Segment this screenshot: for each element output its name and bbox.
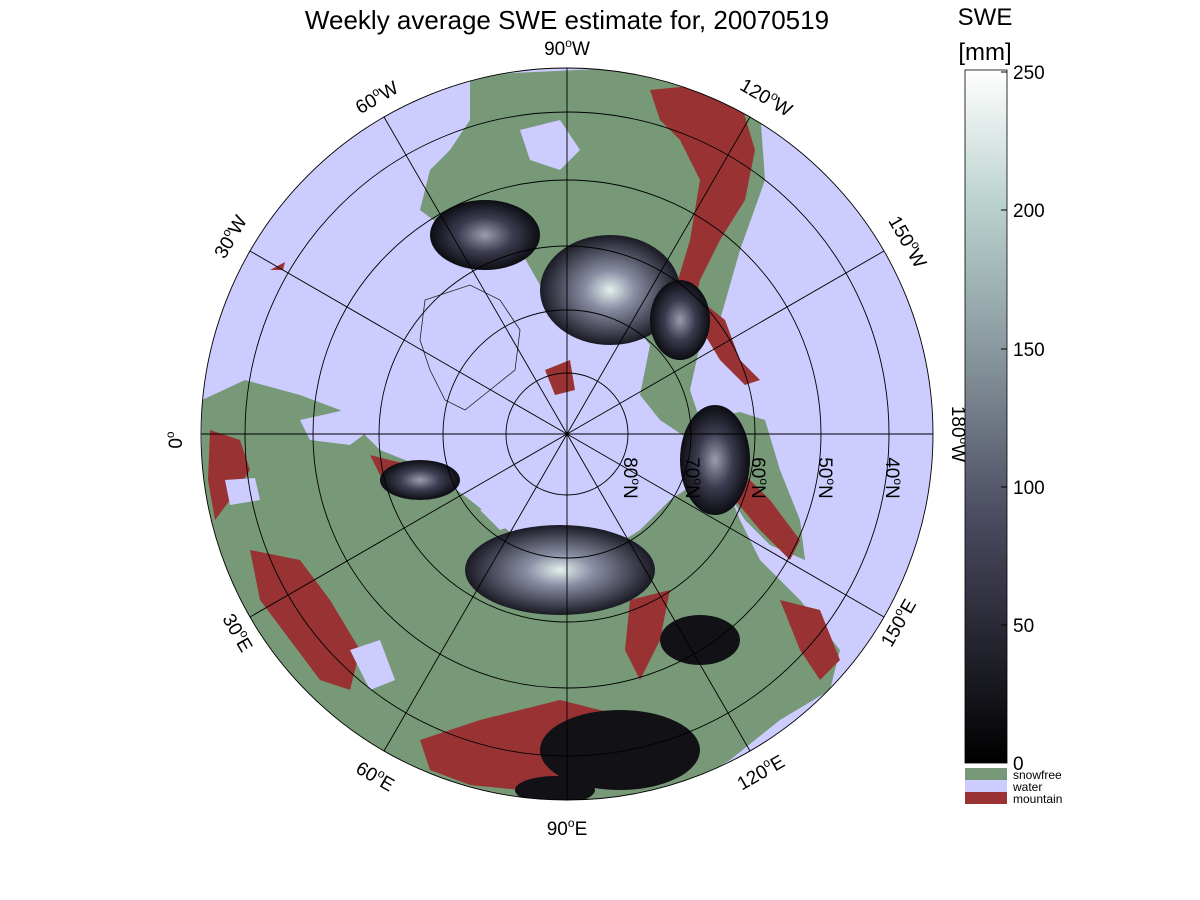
colorbar-label-swe: SWE <box>958 4 1013 31</box>
legend-swatch-mountain <box>965 792 1007 804</box>
polar-map <box>201 68 933 800</box>
lon-label-90e: 90oE <box>547 816 588 840</box>
colorbar-tick-100: 100 <box>1013 478 1045 499</box>
legend-swatch-snowfree <box>965 768 1007 780</box>
figure-title: Weekly average SWE estimate for, 2007051… <box>305 5 829 35</box>
category-legend: snowfree water mountain <box>965 768 1062 806</box>
colorbar-tick-250: 250 <box>1013 63 1045 84</box>
colorbar-tick-0: 0 <box>1013 754 1024 775</box>
legend-label-snowfree: snowfree <box>1013 768 1062 782</box>
lon-label-90w: 90oW <box>544 36 590 60</box>
colorbar: SWE [mm] 250 200 150 100 50 0 <box>958 4 1045 775</box>
legend-swatch-water <box>965 780 1007 792</box>
lat-label-50n: 50oN <box>814 457 838 499</box>
colorbar-tick-50: 50 <box>1013 616 1034 637</box>
legend-label-water: water <box>1012 780 1042 794</box>
latitude-labels: 80oN 70oN 60oN 50oN 40oN <box>619 457 905 499</box>
legend-label-mountain: mountain <box>1013 792 1062 806</box>
colorbar-label-units: [mm] <box>958 39 1011 66</box>
colorbar-tick-150: 150 <box>1013 340 1045 361</box>
lat-label-40n: 40oN <box>881 457 905 499</box>
colorbar-gradient <box>964 69 1008 764</box>
colorbar-ticks <box>1001 71 1007 626</box>
lon-label-30w: 30oW <box>208 211 252 263</box>
lat-label-60n: 60oN <box>747 457 771 499</box>
lon-label-0: 0o <box>163 431 187 449</box>
colorbar-tick-200: 200 <box>1013 201 1045 222</box>
lon-label-120e: 120oE <box>732 749 788 795</box>
lon-label-180w: 180oW <box>947 406 971 462</box>
lat-label-80n: 80oN <box>619 457 643 499</box>
inland-water <box>225 120 580 690</box>
meridian-lines <box>201 68 933 800</box>
graticule <box>200 67 934 801</box>
lon-label-60e: 60oE <box>352 755 399 796</box>
lat-label-70n: 70oN <box>681 457 705 499</box>
